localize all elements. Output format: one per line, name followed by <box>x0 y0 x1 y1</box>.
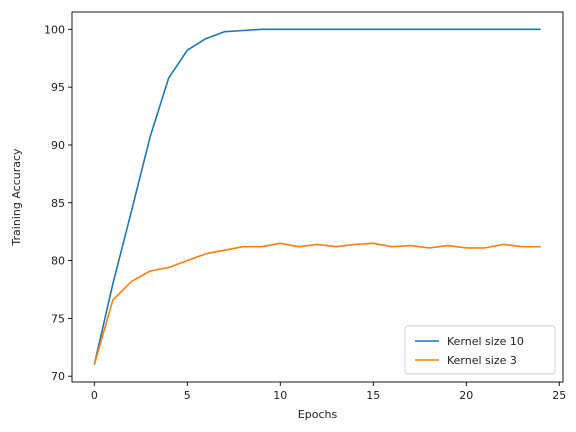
y-axis: 70 75 80 85 90 95 100 <box>44 23 72 383</box>
x-tick-label: 15 <box>366 389 380 402</box>
legend-label: Kernel size 10 <box>447 335 524 348</box>
legend: Kernel size 10 Kernel size 3 <box>404 325 556 375</box>
legend-box <box>404 325 556 375</box>
series-line-1 <box>93 28 541 365</box>
series-layer <box>93 28 541 365</box>
x-tick-label: 0 <box>91 389 98 402</box>
y-tick-label: 100 <box>44 23 65 36</box>
y-tick-label: 85 <box>51 197 65 210</box>
x-axis: 0 5 10 15 20 25 <box>91 382 566 402</box>
y-tick-label: 90 <box>51 139 65 152</box>
y-tick-label: 75 <box>51 312 65 325</box>
y-axis-label: Training Accuracy <box>10 148 23 247</box>
y-tick-label: 80 <box>51 255 65 268</box>
x-tick-label: 5 <box>184 389 191 402</box>
series-line-2 <box>93 242 541 365</box>
x-tick-label: 25 <box>552 389 566 402</box>
y-tick-label: 70 <box>51 370 65 383</box>
x-tick-label: 20 <box>459 389 473 402</box>
x-tick-label: 10 <box>273 389 287 402</box>
legend-label: Kernel size 3 <box>447 354 517 367</box>
x-axis-label: Epochs <box>298 408 338 421</box>
y-tick-label: 95 <box>51 81 65 94</box>
plot-frame <box>71 11 564 383</box>
